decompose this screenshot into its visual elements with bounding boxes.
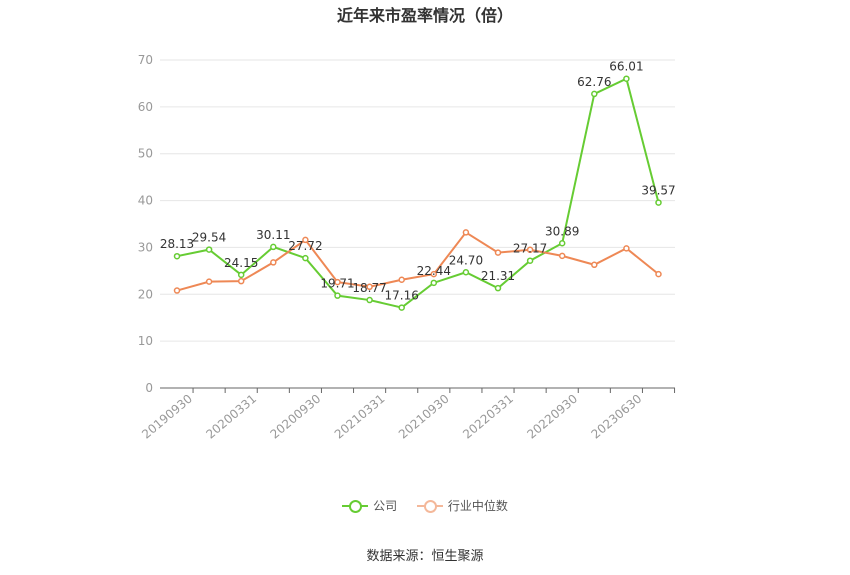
data-point-1 <box>302 236 309 244</box>
data-label: 30.89 <box>545 224 579 238</box>
data-point-1 <box>430 270 438 278</box>
data-label: 66.01 <box>609 60 643 74</box>
data-point-0 <box>494 284 502 292</box>
y-tick-label: 0 <box>145 381 153 395</box>
data-label: 19.71 <box>320 277 354 291</box>
data-point-0 <box>270 243 277 251</box>
data-point-0 <box>526 257 534 264</box>
y-tick-label: 60 <box>138 100 153 114</box>
data-point-1 <box>205 278 213 285</box>
data-point-1 <box>366 283 373 291</box>
data-label: 27.72 <box>288 239 322 253</box>
data-point-1 <box>237 277 245 285</box>
data-point-1 <box>494 249 502 256</box>
data-point-1 <box>623 245 630 252</box>
data-point-0 <box>430 279 438 287</box>
data-label: 24.70 <box>449 253 483 267</box>
data-point-0 <box>655 199 662 206</box>
x-tick-label: 20210930 <box>396 392 452 442</box>
legend-label-industry-median: 行业中位数 <box>447 499 508 513</box>
x-tick-label: 20220331 <box>460 392 516 442</box>
legend-swatch-industry-median <box>416 499 443 513</box>
data-label: 29.54 <box>192 231 226 245</box>
x-tick-label: 20230630 <box>589 392 645 442</box>
x-tick-label: 20200331 <box>203 392 259 442</box>
chart-title: 近年来市盈率情况（倍） <box>336 6 513 25</box>
data-point-1 <box>462 229 470 236</box>
data-point-0 <box>591 90 598 98</box>
y-tick-label: 70 <box>138 53 153 67</box>
legend-swatch-company <box>342 499 369 513</box>
data-point-1 <box>591 261 598 269</box>
data-point-0 <box>302 254 309 262</box>
x-tick-label: 20200930 <box>268 392 324 442</box>
source-note: 数据来源：恒生聚源 <box>366 549 484 564</box>
data-label: 39.57 <box>641 184 675 198</box>
data-point-0 <box>398 304 405 311</box>
y-tick-label: 40 <box>138 194 153 208</box>
data-point-0 <box>366 296 373 304</box>
data-point-0 <box>558 240 566 247</box>
data-point-0 <box>623 75 630 82</box>
data-point-0 <box>205 246 213 253</box>
data-point-1 <box>270 259 277 266</box>
data-label: 28.13 <box>160 237 194 251</box>
legend-item-industry-median[interactable]: 行业中位数 <box>416 497 508 514</box>
data-point-1 <box>558 252 566 260</box>
series-layer <box>173 75 662 311</box>
data-label: 24.15 <box>224 256 258 270</box>
data-point-1 <box>526 246 534 254</box>
x-tick-label: 20190930 <box>139 392 195 442</box>
x-tick-label: 20220930 <box>524 392 580 442</box>
data-label: 62.76 <box>577 75 611 89</box>
data-point-0 <box>237 271 245 279</box>
y-tick-label: 50 <box>138 147 153 161</box>
x-tick-label: 20210331 <box>332 392 388 442</box>
legend: 公司 行业中位数 <box>0 497 850 516</box>
data-point-0 <box>173 252 181 260</box>
data-point-1 <box>173 287 181 294</box>
y-tick-label: 10 <box>138 334 153 348</box>
data-point-0 <box>462 269 470 276</box>
data-point-1 <box>655 270 662 278</box>
data-point-1 <box>334 278 341 286</box>
legend-label-company: 公司 <box>373 499 398 513</box>
data-label: 30.11 <box>256 228 290 242</box>
data-label: 21.31 <box>481 269 515 283</box>
data-point-1 <box>398 276 405 284</box>
data-label: 17.16 <box>385 289 419 303</box>
legend-item-company[interactable]: 公司 <box>342 497 397 514</box>
data-label: 27.17 <box>513 242 547 256</box>
y-tick-label: 30 <box>138 240 153 254</box>
series-line-1 <box>176 231 660 292</box>
data-label: 22.44 <box>417 264 451 278</box>
data-point-0 <box>334 292 341 299</box>
y-tick-label: 20 <box>138 287 153 301</box>
data-label: 18.77 <box>352 281 386 295</box>
series-line-0 <box>176 77 660 309</box>
